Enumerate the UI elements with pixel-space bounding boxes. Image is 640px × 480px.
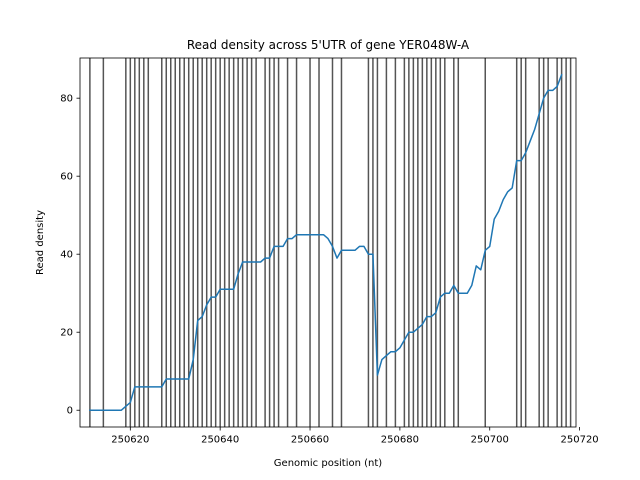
x-tick-label-5: 250720: [561, 435, 599, 446]
y-axis: 0 20 40 60 80: [60, 94, 80, 417]
y-tick-label-1: 20: [60, 328, 73, 339]
x-tick-label-0: 250620: [111, 435, 149, 446]
vertical-line-group: [89, 58, 572, 427]
plot-area: [80, 58, 576, 427]
x-tick-label-4: 250700: [471, 435, 509, 446]
y-tick-label-2: 40: [60, 250, 73, 261]
x-tick-label-1: 250640: [201, 435, 239, 446]
x-axis-label: Genomic position (nt): [274, 458, 383, 469]
x-axis: 250620 250640 250660 250680 250700 250720: [111, 427, 599, 446]
chart-title: Read density across 5'UTR of gene YER048…: [187, 38, 470, 52]
y-tick-label-4: 80: [60, 94, 73, 105]
y-tick-label-0: 0: [67, 406, 73, 417]
series-group: [89, 73, 563, 411]
plot-frame: [79, 57, 577, 428]
x-tick-label-3: 250680: [381, 435, 419, 446]
y-axis-label: Read density: [35, 210, 46, 275]
y-tick-label-3: 60: [60, 172, 73, 183]
series-line-0: [89, 73, 563, 411]
x-tick-label-2: 250660: [291, 435, 329, 446]
